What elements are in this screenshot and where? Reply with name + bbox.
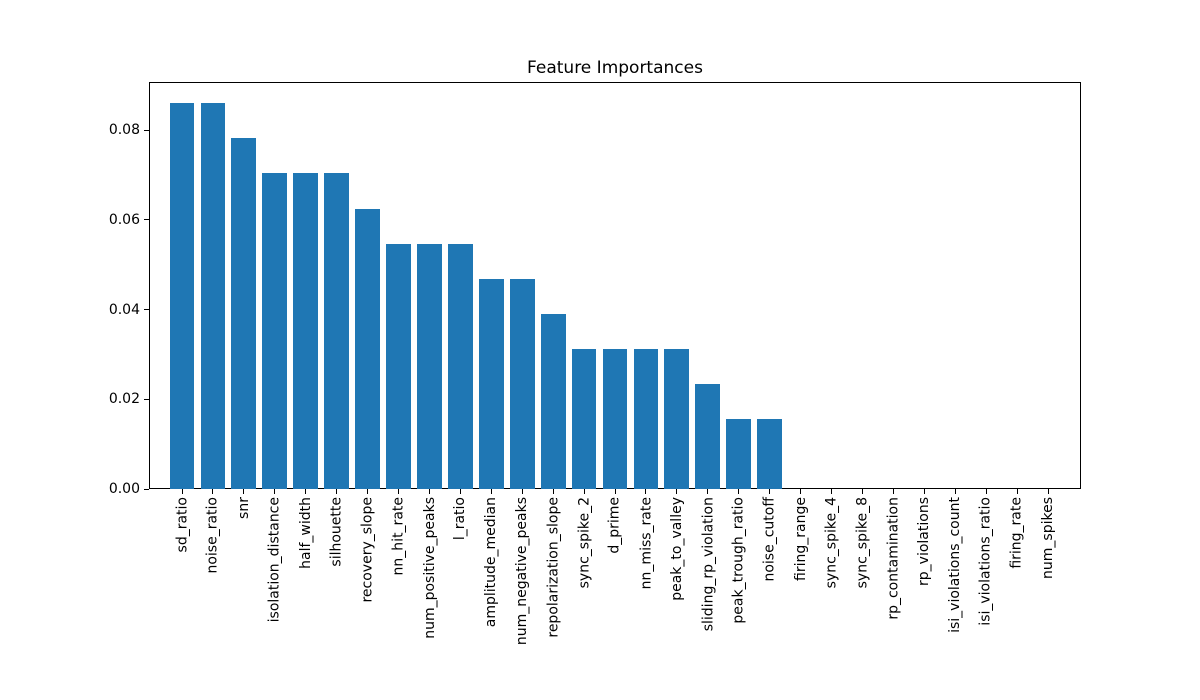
bar-recovery_slope	[355, 208, 380, 489]
x-tick-mark	[892, 489, 894, 494]
x-tick-label-rp_contamination: rp_contamination	[885, 497, 902, 620]
x-tick-mark	[398, 489, 399, 494]
y-tick-label: 0.02	[108, 391, 140, 408]
x-tick-label-sliding_rp_violation: sliding_rp_violation	[699, 497, 716, 632]
bar-l_ratio	[447, 243, 473, 489]
y-tick-mark	[144, 129, 149, 131]
chart-title: Feature Importances	[527, 58, 703, 78]
x-tick-label-snr: snr	[235, 497, 252, 519]
x-tick-mark	[583, 489, 585, 494]
x-tick-mark	[800, 489, 802, 494]
x-tick-label-noise_cutoff: noise_cutoff	[761, 497, 778, 582]
y-tick-mark	[144, 488, 149, 490]
x-tick-label-isolation_distance: isolation_distance	[266, 497, 283, 623]
x-tick-label-firing_rate: firing_rate	[1009, 497, 1026, 569]
y-tick-label: 0.04	[108, 301, 140, 318]
x-tick-label-nn_miss_rate: nn_miss_rate	[637, 497, 654, 590]
x-tick-mark	[707, 489, 709, 494]
x-tick-label-num_spikes: num_spikes	[1040, 497, 1056, 579]
y-tick-mark	[144, 398, 149, 400]
x-tick-label-peak_to_valley: peak_to_valley	[668, 497, 685, 601]
y-tick-label: 0.08	[108, 122, 140, 138]
x-tick-mark	[954, 489, 956, 494]
x-tick-label-sync_spike_4: sync_spike_4	[823, 497, 840, 589]
x-tick-mark	[923, 489, 925, 494]
bar-noise_ratio	[200, 103, 226, 489]
bar-nn_hit_rate	[386, 243, 411, 489]
x-tick-mark	[1016, 489, 1018, 494]
x-tick-mark	[614, 489, 616, 494]
bar-num_positive_peaks	[417, 243, 442, 489]
x-tick-label-num_negative_peaks: num_negative_peaks	[514, 497, 531, 646]
x-tick-mark	[274, 489, 276, 494]
x-tick-mark	[985, 489, 987, 494]
x-tick-mark	[181, 489, 183, 494]
bar-sliding_rp_violation	[695, 383, 721, 489]
x-tick-label-isi_violations_count: isi_violations_count	[947, 497, 964, 633]
bar-peak_trough_ratio	[726, 418, 752, 489]
bar-silhouette	[324, 173, 349, 489]
x-tick-mark	[336, 489, 338, 494]
x-tick-label-sync_spike_8: sync_spike_8	[854, 497, 871, 589]
bar-sync_spike_2	[571, 348, 597, 489]
x-tick-mark	[212, 489, 214, 494]
bar-num_negative_peaks	[509, 278, 535, 489]
x-tick-label-noise_ratio: noise_ratio	[204, 497, 221, 574]
x-tick-mark	[861, 489, 863, 494]
x-tick-mark	[552, 489, 554, 494]
x-tick-mark	[769, 489, 771, 494]
bar-sd_ratio	[169, 103, 195, 489]
x-tick-mark	[521, 489, 523, 494]
x-tick-label-sd_ratio: sd_ratio	[174, 497, 190, 553]
y-tick-mark	[144, 309, 149, 310]
bar-half_width	[293, 173, 319, 489]
bar-isolation_distance	[262, 173, 288, 489]
x-tick-label-isi_violations_ratio: isi_violations_ratio	[978, 497, 995, 626]
x-tick-mark	[831, 489, 832, 494]
x-tick-mark	[490, 489, 492, 494]
x-tick-label-l_ratio: l_ratio	[452, 497, 469, 541]
x-tick-label-sync_spike_2: sync_spike_2	[576, 497, 593, 589]
x-tick-label-half_width: half_width	[297, 497, 314, 569]
y-tick-label: 0.00	[108, 481, 140, 497]
x-tick-label-nn_hit_rate: nn_hit_rate	[390, 497, 407, 576]
x-tick-mark	[459, 489, 461, 494]
x-tick-label-d_prime: d_prime	[607, 497, 623, 554]
x-tick-mark	[1047, 489, 1049, 494]
x-tick-mark	[428, 489, 430, 494]
x-tick-mark	[738, 489, 740, 494]
bar-repolarization_slope	[540, 313, 566, 489]
y-tick-mark	[144, 219, 149, 221]
x-tick-mark	[305, 489, 307, 494]
x-tick-mark	[645, 489, 647, 494]
x-tick-label-recovery_slope: recovery_slope	[359, 497, 376, 603]
x-tick-mark	[367, 489, 369, 494]
x-tick-mark	[676, 489, 678, 494]
x-tick-label-repolarization_slope: repolarization_slope	[545, 497, 562, 638]
bar-noise_cutoff	[757, 418, 782, 489]
bar-snr	[231, 138, 257, 489]
x-tick-label-firing_range: firing_range	[792, 497, 809, 581]
bar-amplitude_median	[478, 278, 504, 489]
x-tick-label-amplitude_median: amplitude_median	[483, 497, 500, 628]
x-tick-label-num_positive_peaks: num_positive_peaks	[421, 497, 438, 639]
bar-nn_miss_rate	[633, 348, 659, 489]
y-tick-label: 0.06	[108, 211, 140, 228]
bar-peak_to_valley	[664, 348, 690, 489]
x-tick-label-peak_trough_ratio: peak_trough_ratio	[730, 497, 747, 624]
x-tick-mark	[243, 489, 245, 494]
bar-d_prime	[602, 348, 628, 489]
x-tick-label-rp_violations: rp_violations	[916, 497, 933, 586]
x-tick-label-silhouette: silhouette	[328, 497, 345, 567]
